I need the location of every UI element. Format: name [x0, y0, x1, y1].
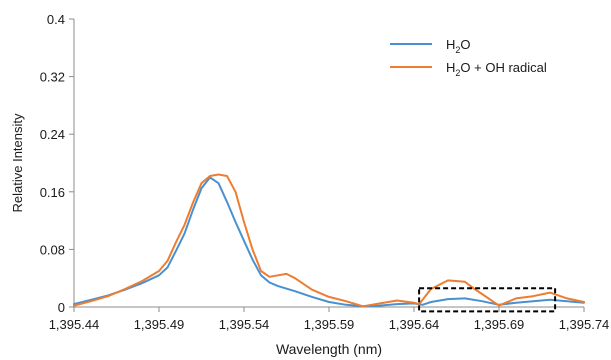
legend-label-1: H2O + OH radical: [446, 60, 547, 78]
x-tick-label: 1,395.49: [134, 317, 185, 332]
x-tick-label: 1,395.59: [304, 317, 355, 332]
y-tick-label: 0: [58, 300, 65, 315]
y-tick-label: 0.24: [40, 127, 65, 142]
highlight-box: [418, 287, 557, 313]
x-tick-label: 1,395.54: [219, 317, 270, 332]
series-line-0: [73, 176, 585, 308]
series-layer: [73, 173, 585, 308]
y-tick-label: 0.08: [40, 242, 65, 257]
y-tick-label: 0.32: [40, 70, 65, 85]
y-axis: 0 0.08 0.16 0.24 0.32 0.4 Relative Intensity: [10, 12, 75, 315]
legend-label-0: H2O: [446, 37, 471, 55]
y-tick-label: 0.4: [47, 12, 65, 27]
x-tick-label: 1,395.74: [559, 317, 610, 332]
x-tick-label: 1,395.69: [474, 317, 525, 332]
y-tick-label: 0.16: [40, 185, 65, 200]
y-axis-title: Relative Intensity: [10, 113, 25, 212]
x-axis: 1,395.44 1,395.49 1,395.54 1,395.59 1,395.64…: [49, 306, 610, 357]
annotation-layer: [418, 287, 557, 313]
x-tick-label: 1,395.44: [49, 317, 100, 332]
x-tick-label: 1,395.64: [389, 317, 440, 332]
series-line-1: [73, 173, 585, 308]
x-axis-title: Wavelength (nm): [276, 341, 382, 357]
legend: H2O H2O + OH radical: [390, 37, 547, 78]
